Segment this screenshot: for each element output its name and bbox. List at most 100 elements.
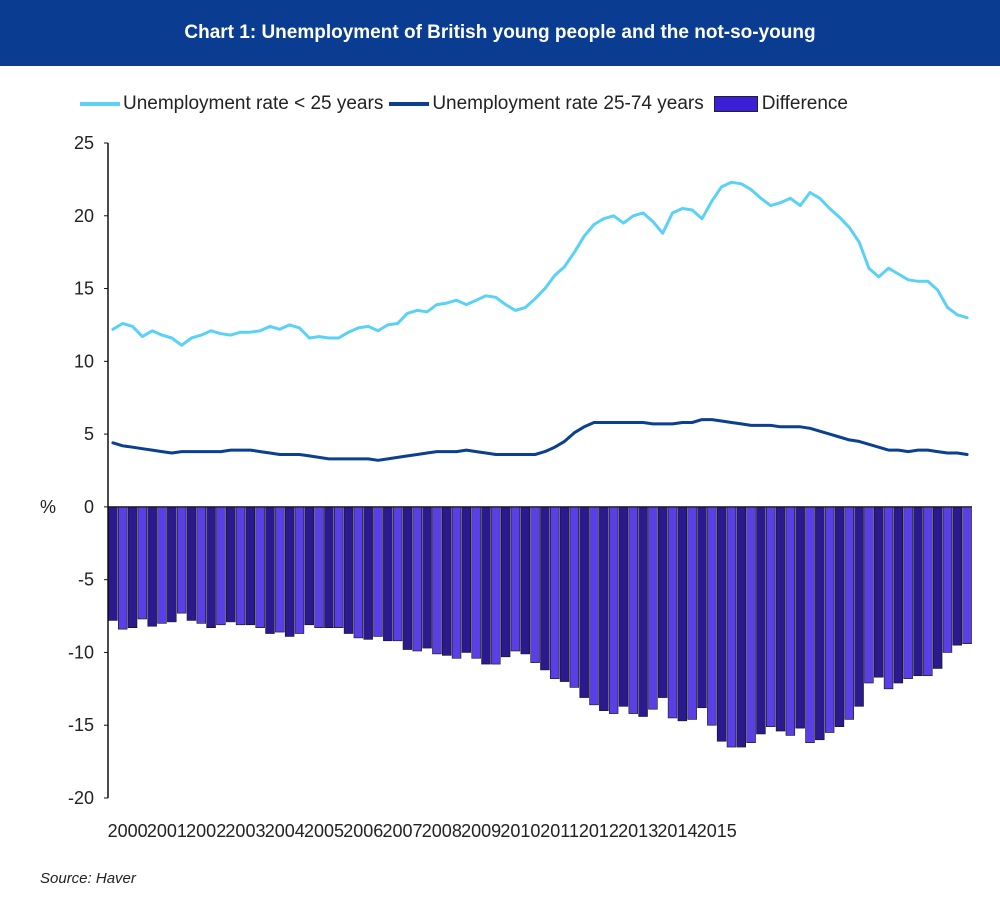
difference-bar xyxy=(500,506,511,658)
legend-item-young: Unemployment rate < 25 years xyxy=(80,93,383,115)
difference-bar xyxy=(648,506,658,710)
difference-bar xyxy=(363,506,373,640)
difference-bar xyxy=(127,506,138,628)
difference-bar xyxy=(952,506,962,646)
difference-bar xyxy=(815,506,825,741)
difference-bar xyxy=(805,506,815,743)
difference-bar xyxy=(334,506,344,628)
difference-bar xyxy=(294,506,305,634)
series-line-old xyxy=(111,418,969,462)
difference-bar xyxy=(245,506,256,626)
y-tick-label: 0 xyxy=(84,497,94,517)
difference-bar xyxy=(265,506,275,634)
difference-bar xyxy=(697,506,707,709)
difference-bar xyxy=(491,506,501,665)
difference-bar xyxy=(442,506,452,656)
difference-bar xyxy=(854,506,864,707)
difference-bar xyxy=(530,506,540,663)
x-tick-label: 2004 xyxy=(265,821,305,841)
x-tick-label: 2003 xyxy=(225,821,265,841)
difference-bar xyxy=(284,506,295,637)
difference-bar xyxy=(608,506,619,714)
x-tick-label: 2005 xyxy=(304,821,344,841)
x-tick-label: 2001 xyxy=(147,821,187,841)
legend-label-old: Unemployment rate 25-74 years xyxy=(432,93,704,114)
difference-bar xyxy=(618,506,629,707)
x-tick-label: 2007 xyxy=(383,821,423,841)
difference-bar xyxy=(864,506,874,684)
x-tick-label: 2013 xyxy=(618,821,658,841)
y-tick-label: -20 xyxy=(68,788,94,808)
difference-bar xyxy=(118,506,128,630)
difference-bar xyxy=(893,506,904,684)
x-tick-label: 2011 xyxy=(540,821,579,841)
y-tick-label: 25 xyxy=(74,133,94,153)
difference-bar xyxy=(658,506,668,698)
y-axis-label: % xyxy=(40,497,56,517)
difference-bar xyxy=(432,506,442,655)
difference-bar xyxy=(137,506,148,620)
y-tick-label: 15 xyxy=(74,279,94,299)
series-line-young xyxy=(111,180,969,347)
difference-bar xyxy=(726,506,737,748)
difference-bar xyxy=(834,506,845,727)
chart-title-bar: Chart 1: Unemployment of British young p… xyxy=(0,0,1000,66)
difference-bar xyxy=(942,506,953,653)
difference-bar xyxy=(510,506,521,652)
difference-bar xyxy=(775,506,786,732)
difference-bar xyxy=(402,506,413,650)
y-tick-label: -10 xyxy=(68,642,94,662)
difference-bar xyxy=(255,506,265,628)
legend-label-young: Unemployment rate < 25 years xyxy=(123,93,384,114)
difference-bar xyxy=(373,506,383,637)
difference-bar xyxy=(216,506,226,626)
difference-bar xyxy=(903,506,913,679)
y-tick-label: -5 xyxy=(78,570,94,590)
y-tick-label: 10 xyxy=(74,351,94,371)
x-tick-label: 2010 xyxy=(500,821,540,841)
chart-title: Chart 1: Unemployment of British young p… xyxy=(184,22,816,43)
difference-bar xyxy=(392,506,403,642)
difference-bar xyxy=(353,506,364,639)
difference-bar xyxy=(599,506,609,711)
difference-bar xyxy=(736,506,746,748)
x-tick-label: 2009 xyxy=(461,821,501,841)
difference-bar xyxy=(795,506,805,729)
y-tick-label: 5 xyxy=(84,424,94,444)
difference-bar xyxy=(716,506,727,742)
difference-bar xyxy=(196,506,206,624)
y-tick-label: 20 xyxy=(74,206,94,226)
difference-bar xyxy=(913,506,923,677)
difference-bar xyxy=(932,506,943,669)
difference-bar xyxy=(559,506,570,682)
difference-bar xyxy=(226,506,236,623)
x-tick-label: 2012 xyxy=(579,821,619,841)
legend-swatch-difference xyxy=(713,96,758,112)
difference-bar xyxy=(756,506,766,735)
difference-bar xyxy=(883,506,894,690)
difference-bar xyxy=(471,506,481,659)
x-tick-label: 2000 xyxy=(108,821,148,841)
difference-bar xyxy=(412,506,422,652)
difference-bar xyxy=(569,506,580,688)
difference-bar xyxy=(235,506,246,626)
legend-swatch-old xyxy=(389,102,430,106)
difference-bar xyxy=(422,506,432,649)
difference-bar xyxy=(677,506,688,722)
legend-swatch-young xyxy=(80,102,120,106)
difference-bar xyxy=(461,506,472,653)
difference-bar xyxy=(324,506,334,628)
difference-bar xyxy=(638,506,648,717)
difference-bar xyxy=(481,506,491,665)
difference-bar xyxy=(108,506,118,621)
difference-bar xyxy=(766,506,776,727)
legend-item-old: Unemployment rate 25-74 years xyxy=(389,93,704,115)
difference-bar xyxy=(451,506,462,659)
difference-bar xyxy=(579,506,589,698)
y-tick-label: -15 xyxy=(68,715,94,735)
difference-bar xyxy=(707,506,717,726)
x-tick-label: 2002 xyxy=(186,821,226,841)
legend-item-difference: Difference xyxy=(704,93,848,115)
difference-bar xyxy=(687,506,697,720)
